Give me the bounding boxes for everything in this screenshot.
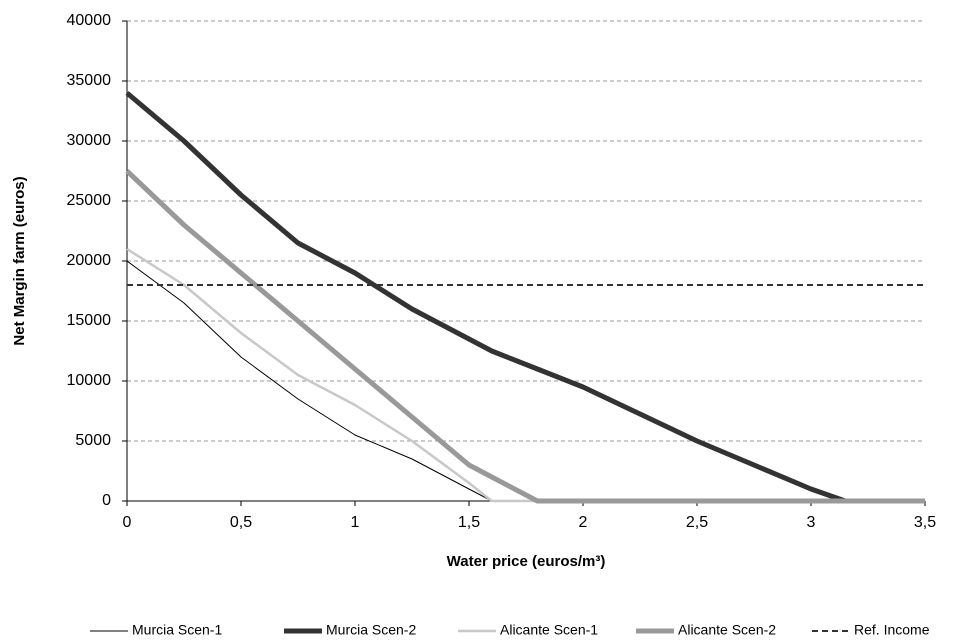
x-tick-label: 3,5 [914,514,936,531]
x-tick-label: 0 [123,514,132,531]
legend-label: Alicante Scen-1 [500,622,598,638]
y-tick-label: 0 [102,492,111,509]
y-axis-title: Net Margin farm (euros) [11,176,28,345]
y-tick-label: 35000 [67,72,112,89]
y-tick-label: 10000 [67,372,112,389]
x-tick-label: 3 [807,514,816,531]
y-tick-label: 25000 [67,192,112,209]
series-line [126,247,925,503]
y-tick-label: 30000 [67,132,112,149]
legend-label: Ref. Income [854,622,930,638]
x-tick-label: 0,5 [230,514,252,531]
series-line [125,91,925,504]
x-tick-label: 1,5 [458,514,480,531]
x-tick-label: 2 [579,514,588,531]
x-tick-label: 1 [351,514,360,531]
y-tick-label: 40000 [67,12,112,29]
series-line [125,169,925,504]
legend-label: Alicante Scen-2 [678,622,776,638]
y-tick-label: 20000 [67,252,112,269]
y-tick-label: 5000 [75,432,111,449]
legend-label: Murcia Scen-1 [132,622,222,638]
legend-label: Murcia Scen-2 [326,622,416,638]
x-axis-title: Water price (euros/m³) [447,553,606,570]
x-tick-label: 2,5 [686,514,708,531]
y-tick-label: 15000 [67,312,112,329]
